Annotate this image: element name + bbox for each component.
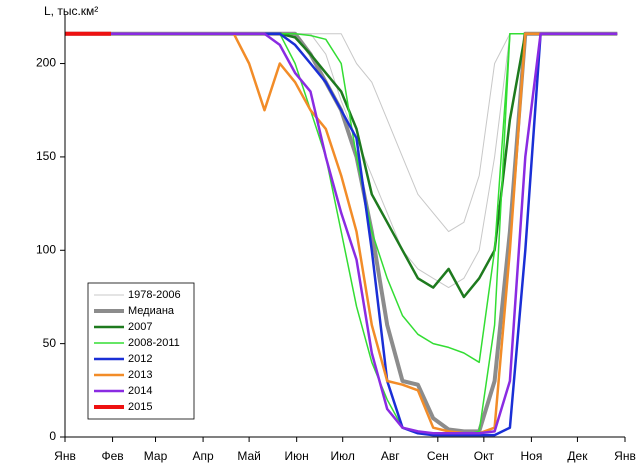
x-tick-label: Мар [144, 449, 168, 463]
x-tick-label: Фев [101, 449, 123, 463]
y-tick-label: 100 [36, 242, 56, 256]
legend-label: 2015 [128, 401, 152, 413]
legend-box [87, 282, 195, 420]
x-tick-label: Апр [192, 449, 214, 463]
y-tick-label: 150 [36, 149, 56, 163]
x-tick-label: Авг [381, 449, 400, 463]
legend: 1978-2006 Медиана 2007 2008-2011 2012 2013 201… [87, 282, 195, 420]
legend-label: 2008-2011 [128, 337, 180, 349]
x-tick-label: Май [237, 449, 261, 463]
y-tick-label: 50 [43, 336, 57, 350]
x-tick-label: Янв [614, 449, 636, 463]
x-tick-label: Ноя [520, 449, 542, 463]
x-tick-label: Янв [54, 449, 76, 463]
legend-label: Медиана [128, 305, 175, 317]
x-tick-label: Окт [474, 449, 495, 463]
x-tick-label: Сен [427, 449, 449, 463]
y-axis-label: L, тыс.км² [44, 4, 98, 18]
x-tick-label: Июл [331, 449, 355, 463]
x-tick-label: Дек [567, 449, 588, 463]
legend-label: 2014 [128, 385, 152, 397]
legend-label: 2012 [128, 353, 152, 365]
legend-label: 2007 [128, 321, 152, 333]
legend-label: 2013 [128, 369, 152, 381]
y-tick-label: 200 [36, 56, 56, 70]
series-line [65, 32, 618, 435]
series-line [65, 33, 618, 289]
legend-label: 1978-2006 [128, 289, 181, 301]
x-tick-label: Июн [285, 449, 309, 463]
y-tick-label: 0 [49, 429, 56, 443]
